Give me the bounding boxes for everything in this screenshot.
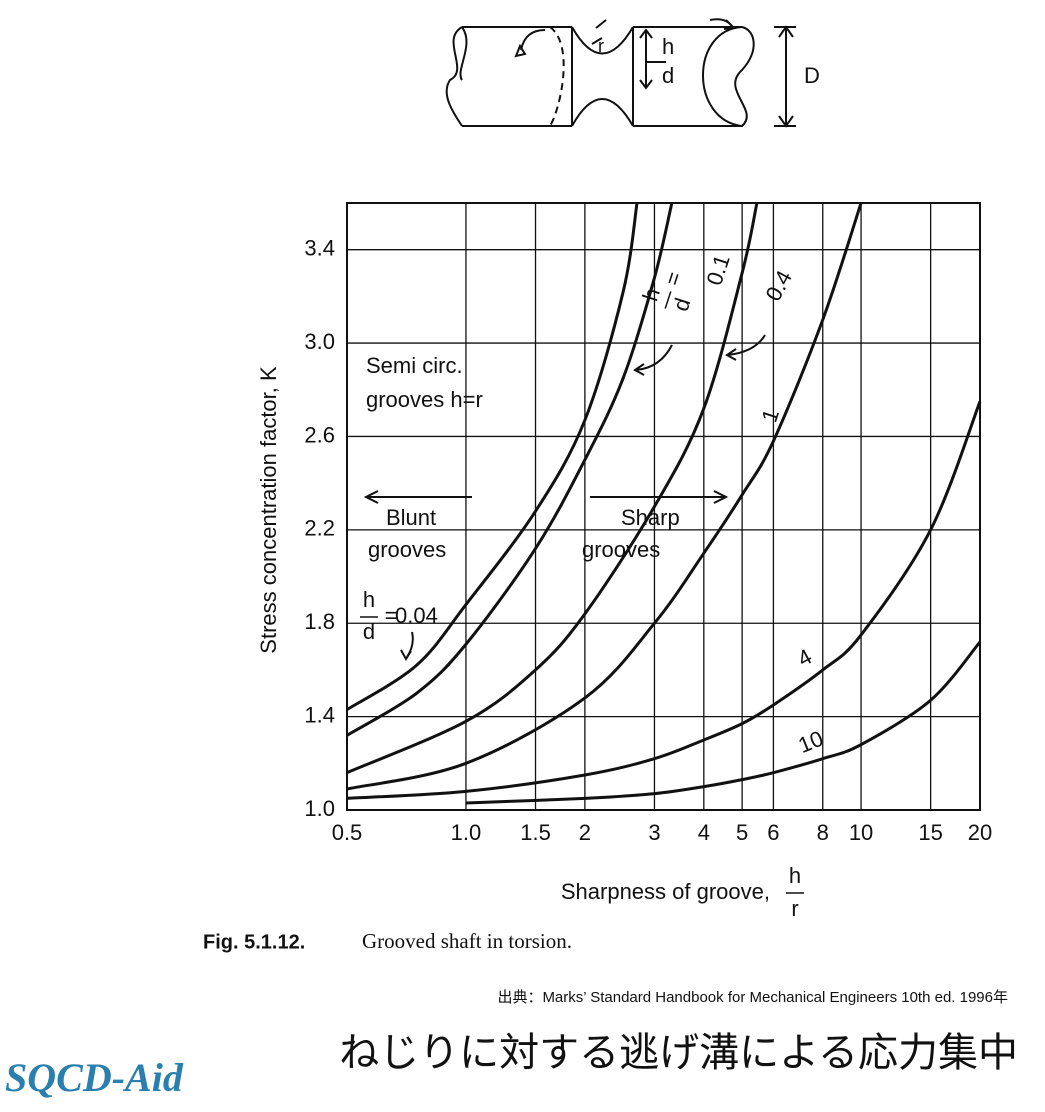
x-tick-label: 5 — [736, 820, 748, 845]
curve — [465, 640, 982, 805]
label-arrow — [725, 334, 766, 361]
logo: SQCD-Aid — [5, 1055, 184, 1100]
shaft-diagram — [445, 18, 796, 128]
curve — [346, 202, 863, 791]
y-tick-label: 2.2 — [304, 516, 335, 541]
diagram-label: r — [598, 36, 604, 56]
label-arrow — [633, 344, 673, 376]
x-axis-label: Sharpness of groove, — [561, 879, 770, 904]
annotation: grooves — [368, 537, 446, 562]
x-tick-label: 1.5 — [520, 820, 551, 845]
annotation: Sharp — [621, 505, 680, 530]
annotation: grooves — [582, 537, 660, 562]
y-tick-label: 1.8 — [304, 609, 335, 634]
curve-key-text: d — [668, 295, 696, 314]
x-tick-label: 3 — [648, 820, 660, 845]
curve-label: 0.04 — [395, 603, 438, 628]
curve-label: 4 — [793, 644, 816, 672]
annotation: Blunt — [386, 505, 436, 530]
x-tick-label: 6 — [767, 820, 779, 845]
y-tick-label: 3.0 — [304, 329, 335, 354]
curve-label: 0.1 — [702, 252, 735, 289]
y-tick-label: 1.4 — [304, 702, 335, 727]
y-tick-label: 1.0 — [304, 796, 335, 821]
curve-key-text: d — [363, 619, 375, 644]
diagram-label: h — [662, 34, 674, 59]
x-tick-label: 1.0 — [451, 820, 482, 845]
y-axis-label: Stress concentration factor, K — [256, 366, 281, 654]
fraction-bar — [664, 291, 672, 309]
x-tick-label: 0.5 — [332, 820, 363, 845]
x-tick-label: 2 — [579, 820, 591, 845]
curve — [346, 202, 674, 737]
diagram-label: d — [662, 63, 674, 88]
source: 出典：Marks’ Standard Handbook for Mechanic… — [497, 989, 1008, 1006]
region-arrow — [363, 490, 729, 504]
curve — [346, 400, 982, 800]
x-tick-label: 15 — [918, 820, 942, 845]
curve-label: 10 — [795, 726, 827, 758]
annotation: grooves h=r — [366, 387, 483, 412]
curve — [346, 202, 639, 711]
annotation: Semi circ. — [366, 353, 463, 378]
y-tick-label: 2.6 — [304, 422, 335, 447]
label-arrow — [400, 631, 414, 661]
curve-key: hd = — [360, 587, 397, 644]
x-axis-label: h — [789, 863, 801, 888]
curve-key-text: = — [385, 603, 398, 628]
x-tick-label: 8 — [817, 820, 829, 845]
curve-key-text: h — [363, 587, 375, 612]
curve-key-text: = — [659, 269, 687, 289]
y-tick-label: 3.4 — [304, 236, 335, 261]
x-tick-label: 20 — [968, 820, 992, 845]
caption: Grooved shaft in torsion. — [362, 929, 572, 953]
curve — [346, 202, 759, 775]
diagram-label: D — [804, 63, 820, 88]
caption-label: Fig. 5.1.12. — [203, 931, 305, 953]
x-axis-label: r — [791, 896, 798, 921]
curve-label: 0.4 — [760, 266, 796, 305]
x-tick-label: 10 — [849, 820, 873, 845]
x-tick-label: 4 — [698, 820, 710, 845]
page-title: ねじりに対する逃げ溝による応力集中 — [339, 1030, 1018, 1076]
curve-label: 1 — [757, 406, 785, 425]
